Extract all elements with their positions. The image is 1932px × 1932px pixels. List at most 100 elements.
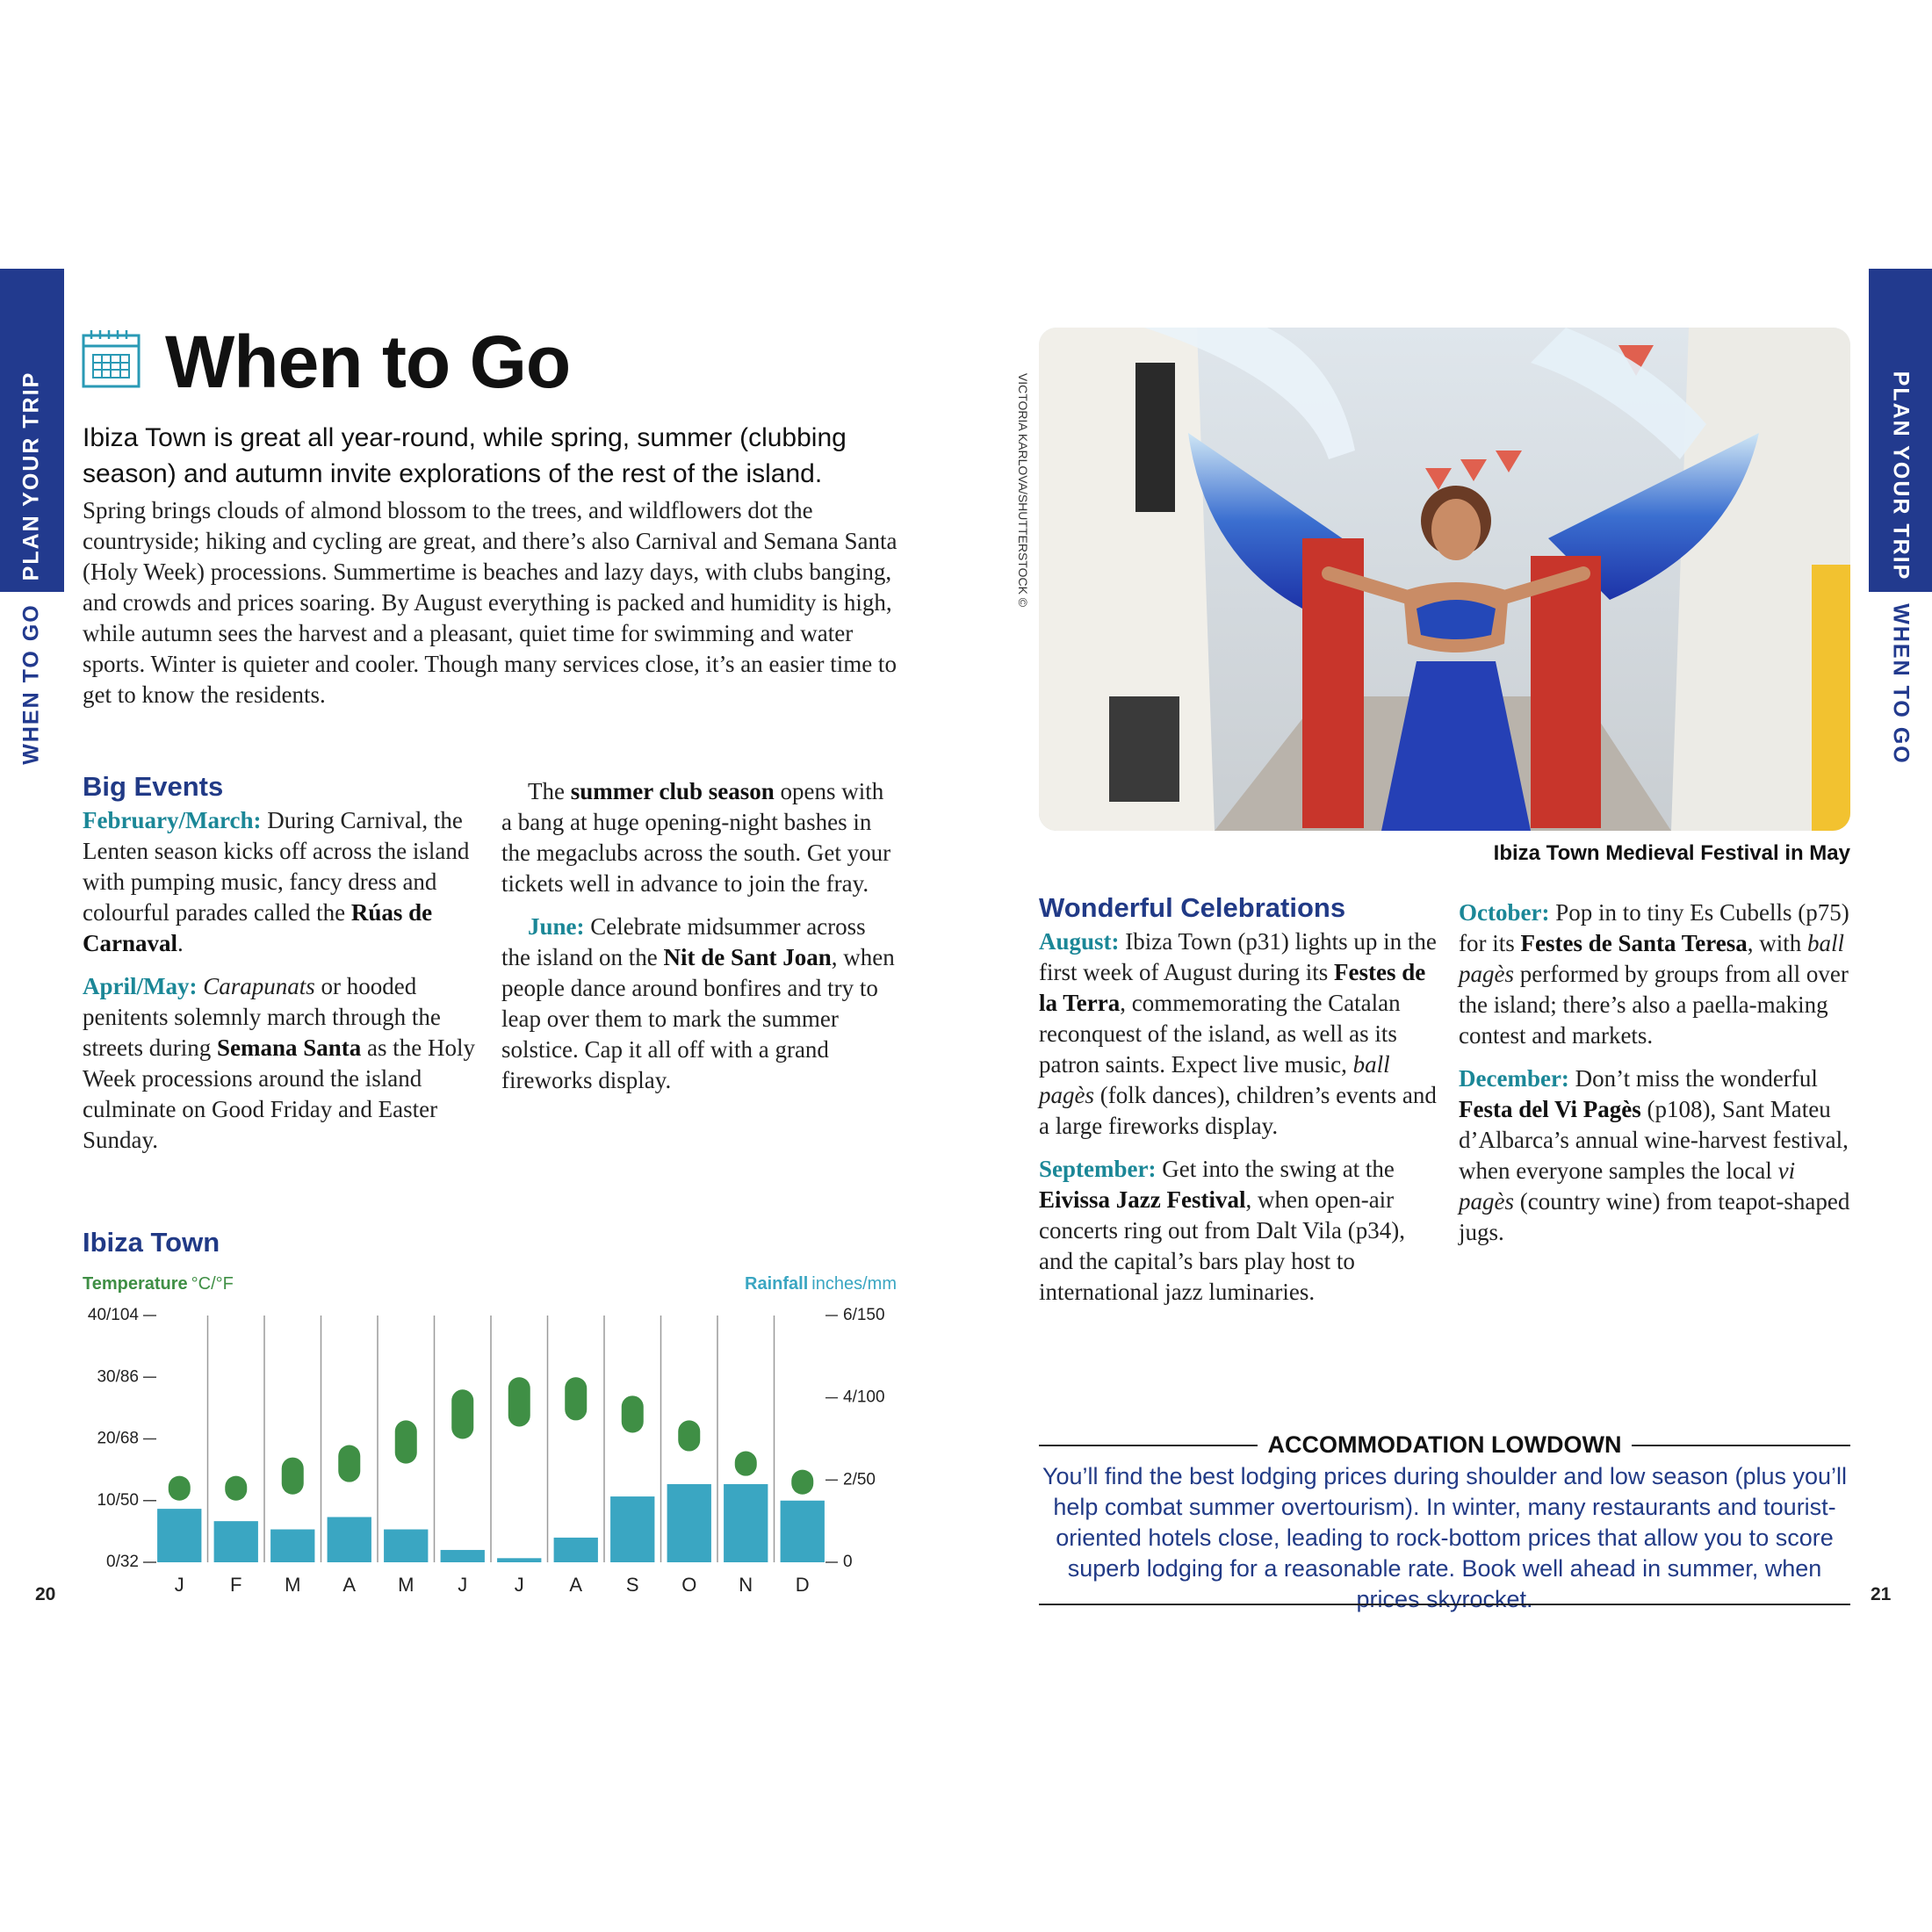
section-label: PLAN YOUR TRIP	[1888, 371, 1914, 581]
temperature-range	[338, 1445, 361, 1482]
y-axis-title: Temperature °C/°F	[83, 1274, 234, 1294]
climate-chart: Ibiza Town Temperature °C/°F Rainfall inches…	[83, 1227, 897, 1596]
paragraph: August: Ibiza Town (p31) lights up in th…	[1039, 926, 1443, 1142]
x-tick-label: M	[285, 1574, 300, 1596]
axis-label: Rainfall	[745, 1274, 808, 1294]
x-tick-label: J	[175, 1574, 184, 1596]
x-tick-label: A	[342, 1574, 356, 1596]
axis-unit: °C/°F	[191, 1274, 234, 1294]
y2-tick-label: 6/150	[843, 1306, 885, 1324]
y-tick-label: 40/104	[88, 1306, 140, 1324]
text-run: Ibiza Town (p31) lights up in the first …	[1039, 928, 1437, 985]
text-run: Festa del Vi Pagès	[1459, 1096, 1641, 1122]
section-heading: Big Events	[83, 771, 224, 802]
text-run: Pop in to tiny Es Cubells (p75) for its	[1459, 899, 1849, 956]
photo	[1039, 328, 1850, 831]
temperature-range	[565, 1377, 588, 1421]
text-run: vi pagès	[1459, 1157, 1796, 1215]
x-tick-label: J	[515, 1574, 524, 1596]
rainfall-bar	[553, 1537, 598, 1562]
rule	[1039, 1444, 1258, 1446]
text-run: (folk dances), children’s events and a l…	[1039, 1082, 1437, 1139]
page-number: 20	[35, 1584, 56, 1604]
text-run: ball pagès	[1459, 930, 1845, 987]
y2-tick-label: 4/100	[843, 1388, 885, 1407]
temperature-range	[225, 1475, 248, 1501]
text-run: Get into the swing at the	[1156, 1156, 1395, 1182]
section-label: PLAN YOUR TRIP	[18, 371, 44, 581]
side-tab	[1869, 269, 1932, 592]
axis-unit: inches/mm	[811, 1274, 897, 1294]
box-header: ACCOMMODATION LOWDOWN	[1039, 1431, 1850, 1459]
text-run: .	[177, 930, 184, 956]
text-run: as the Holy Week processions around the …	[83, 1034, 475, 1153]
text-run: April/May:	[83, 973, 198, 999]
rainfall-bar	[440, 1549, 485, 1562]
text-run: opens with a bang at huge opening-night …	[501, 778, 891, 897]
text-run: September:	[1039, 1156, 1157, 1182]
rainfall-bar	[610, 1496, 655, 1562]
y2-tick-label: 2/50	[843, 1470, 876, 1489]
x-tick-label: N	[739, 1574, 753, 1596]
text-run: December:	[1459, 1065, 1569, 1092]
y-tick-label: 0/32	[106, 1553, 139, 1571]
x-tick-label: D	[796, 1574, 810, 1596]
chart-title: Ibiza Town	[83, 1227, 220, 1258]
paragraph: April/May: Carapunats or hooded penitent…	[83, 971, 487, 1156]
rainfall-bar	[384, 1529, 429, 1562]
temperature-range	[451, 1389, 474, 1439]
text-run: October:	[1459, 899, 1550, 926]
y-tick-label: 20/68	[97, 1430, 139, 1448]
text-run: Nit de Sant Joan	[663, 944, 832, 970]
text-run: ball pagès	[1039, 1051, 1390, 1108]
x-tick-label: O	[681, 1574, 696, 1596]
page-title: When to Go	[165, 321, 571, 403]
text-column: Big Events February/March: During Carniv…	[83, 771, 487, 1168]
rainfall-bar	[213, 1521, 258, 1562]
temperature-range	[791, 1469, 814, 1495]
paragraph: June: Celebrate midsummer across the isl…	[501, 912, 897, 1096]
intro: Ibiza Town is great all year-round, whil…	[83, 423, 847, 488]
box-text: You’ll find the best lodging prices duri…	[1042, 1463, 1848, 1612]
rainfall-bar	[780, 1500, 825, 1562]
rainfall-bar	[667, 1484, 711, 1562]
text-column: Wonderful Celebrations August: Ibiza Tow…	[1039, 892, 1443, 1320]
text-run: or hooded penitents solemnly march throu…	[83, 973, 441, 1061]
y2-tick-label: 0	[843, 1553, 853, 1571]
x-tick-label: F	[230, 1574, 242, 1596]
rule	[1632, 1444, 1850, 1446]
text-run: performed by groups from all over the is…	[1459, 961, 1849, 1049]
text-run: February/March:	[83, 807, 262, 833]
side-tab	[0, 269, 64, 592]
text-run: (country wine) from teapot-shaped jugs.	[1459, 1188, 1850, 1245]
rainfall-bar	[497, 1558, 542, 1562]
text-run: , commemorating the Catalan reconquest o…	[1039, 990, 1401, 1078]
text-run: Festes de Santa Teresa	[1520, 930, 1748, 956]
paragraph: September: Get into the swing at the Eiv…	[1039, 1154, 1443, 1308]
axis-label: Temperature	[83, 1274, 188, 1294]
text-run: , when open-air concerts ring out from D…	[1039, 1186, 1406, 1305]
text-run: Carapunats	[203, 973, 315, 999]
body-text: Spring brings clouds of almond blossom t…	[83, 497, 898, 708]
rainfall-bar	[270, 1529, 315, 1562]
temperature-range	[621, 1395, 644, 1433]
text-run: Don’t miss the wonderful	[1568, 1065, 1818, 1092]
text-run: Celebrate midsummer across the island on…	[501, 913, 866, 970]
y-tick-label: 30/86	[97, 1367, 139, 1386]
y-tick-label: 10/50	[97, 1491, 139, 1510]
temperature-range	[168, 1475, 191, 1501]
text-run: Rúas de Carnaval	[83, 899, 433, 956]
chapter-label: WHEN TO GO	[18, 603, 44, 765]
text-run: June:	[528, 913, 585, 940]
text-run: summer club season	[570, 778, 775, 804]
text-run: During Carnival, the Lenten season kicks…	[83, 807, 470, 926]
text-column: The summer club season opens with a bang…	[501, 776, 897, 1108]
temperature-range	[678, 1420, 701, 1452]
paragraph: December: Don’t miss the wonderful Festa…	[1459, 1063, 1854, 1248]
chapter-label: WHEN TO GO	[1888, 603, 1914, 765]
temperature-range	[394, 1420, 417, 1464]
x-tick-label: M	[398, 1574, 414, 1596]
page-number: 21	[1871, 1584, 1892, 1604]
text-column: October: Pop in to tiny Es Cubells (p75)…	[1459, 898, 1854, 1260]
